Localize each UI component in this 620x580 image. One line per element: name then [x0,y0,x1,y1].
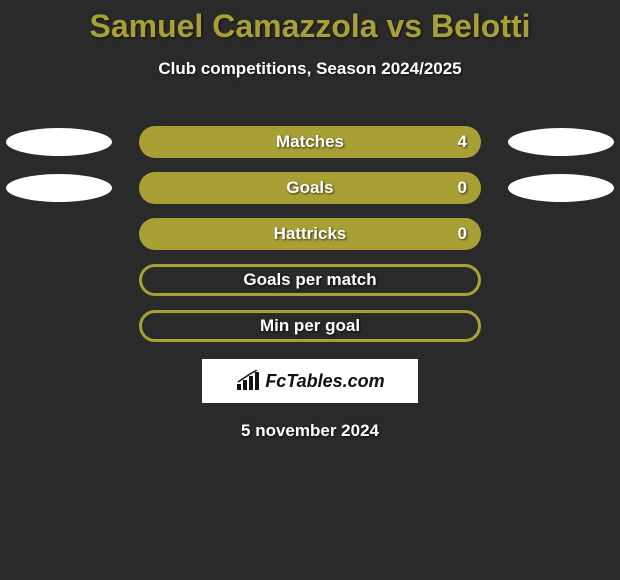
logo-text: FcTables.com [265,371,384,392]
stat-label: Min per goal [260,316,360,336]
stat-bar: Hattricks 0 [139,218,481,250]
stat-value: 0 [458,178,467,198]
player-right-marker [508,174,614,202]
comparison-widget: Samuel Camazzola vs Belotti Club competi… [0,0,620,441]
stat-value: 0 [458,224,467,244]
player-right-marker [508,128,614,156]
stat-bar: Goals 0 [139,172,481,204]
logo-box[interactable]: FcTables.com [202,359,418,403]
stat-row: Min per goal [0,303,620,349]
chart-icon [235,370,261,392]
stat-row: Hattricks 0 [0,211,620,257]
stat-label: Matches [276,132,344,152]
stat-label: Goals [286,178,333,198]
stat-label: Goals per match [243,270,376,290]
page-title: Samuel Camazzola vs Belotti [0,8,620,45]
stat-bar: Min per goal [139,310,481,342]
stat-value: 4 [458,132,467,152]
stat-label: Hattricks [274,224,347,244]
footer-date: 5 november 2024 [0,421,620,441]
player-left-marker [6,128,112,156]
stat-row: Goals 0 [0,165,620,211]
player-left-marker [6,174,112,202]
stat-bar: Goals per match [139,264,481,296]
stat-row: Goals per match [0,257,620,303]
stats-area: Matches 4 Goals 0 Hattricks 0 Goals per match M… [0,119,620,349]
subtitle: Club competitions, Season 2024/2025 [0,59,620,79]
stat-row: Matches 4 [0,119,620,165]
stat-bar: Matches 4 [139,126,481,158]
